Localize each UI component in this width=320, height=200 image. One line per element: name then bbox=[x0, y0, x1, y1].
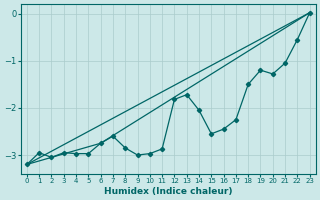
X-axis label: Humidex (Indice chaleur): Humidex (Indice chaleur) bbox=[104, 187, 233, 196]
